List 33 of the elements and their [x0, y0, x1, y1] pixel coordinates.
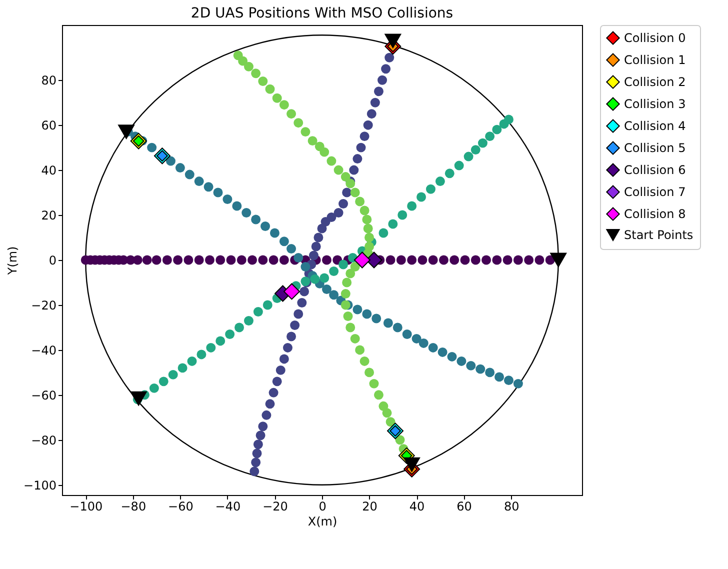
y-tick-label: 60: [41, 118, 56, 133]
legend-label: Collision 3: [624, 97, 686, 111]
chart-title: 2D UAS Positions With MSO Collisions: [190, 6, 454, 22]
x-tick-label: 80: [504, 500, 520, 514]
x-tick-label: −100: [70, 500, 103, 514]
x-tick-label: 60: [456, 500, 472, 514]
x-tick-label: −60: [168, 500, 194, 514]
legend-label: Collision 0: [624, 31, 686, 45]
x-tick-label: −40: [215, 500, 241, 514]
legend-label: Collision 2: [624, 75, 686, 89]
y-tick-label: 0: [48, 254, 56, 268]
x-tick-label: 20: [362, 500, 378, 514]
y-tick-label: −60: [31, 388, 56, 402]
legend-label: Collision 5: [624, 141, 686, 155]
legend-label: Collision 1: [624, 53, 686, 67]
y-tick-label: 20: [41, 208, 56, 223]
x-tick-label: −20: [262, 500, 288, 514]
y-tick-label: 80: [41, 74, 56, 88]
legend-label: Collision 4: [624, 119, 686, 133]
y-axis-title: Y(m): [6, 246, 20, 276]
legend-label: Collision 6: [624, 163, 686, 177]
x-axis-title: X(m): [308, 514, 338, 528]
y-tick-label: −80: [31, 433, 56, 448]
x-tick-label: 0: [318, 500, 326, 514]
y-tick-label: 40: [41, 164, 56, 178]
legend-label: Collision 8: [624, 207, 686, 221]
x-tick-label: 40: [409, 500, 425, 514]
legend-label: Collision 7: [624, 185, 686, 199]
y-tick-label: −20: [31, 298, 56, 312]
y-tick-label: −100: [24, 478, 56, 492]
x-tick-label: −80: [120, 500, 146, 514]
legend-label: Start Points: [624, 228, 694, 242]
y-tick-label: −40: [31, 343, 56, 358]
